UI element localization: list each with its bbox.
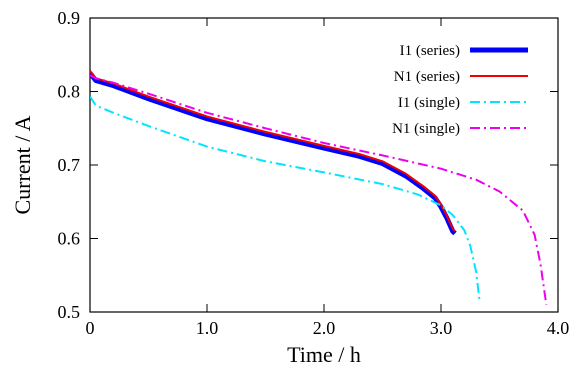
y-axis-title: Current / A (10, 115, 35, 214)
x-axis-title: Time / h (287, 342, 361, 367)
series-lines (90, 70, 548, 305)
plot-frame (89, 17, 559, 313)
y-tick-label: 0.6 (58, 229, 81, 249)
x-tick-label: 4.0 (547, 318, 570, 338)
legend: I1 (series) N1 (series) I1 (single) N1 (sin… (392, 43, 528, 137)
x-tick-label: 1.0 (196, 318, 219, 338)
ticks: 0 1.0 2.0 3.0 4.0 0.5 0.6 0.7 0.8 0.9 (58, 8, 570, 338)
y-tick-label: 0.8 (58, 82, 81, 102)
series-line-n1-single (90, 74, 548, 305)
y-tick-label: 0.9 (58, 8, 81, 28)
series-line-n1-series (90, 70, 456, 232)
legend-label-n1-series: N1 (series) (394, 69, 460, 85)
legend-label-i1-series: I1 (series) (400, 43, 460, 59)
y-tick-label: 0.7 (58, 155, 81, 175)
series-line-i1-series (90, 71, 457, 236)
series-line-i1-single (90, 96, 481, 302)
legend-label-i1-single: I1 (single) (398, 95, 460, 111)
x-tick-label: 3.0 (430, 318, 453, 338)
y-tick-label: 0.5 (58, 302, 81, 322)
x-tick-label: 0 (86, 318, 95, 338)
x-tick-label: 2.0 (313, 318, 336, 338)
legend-label-n1-single: N1 (single) (392, 121, 460, 137)
